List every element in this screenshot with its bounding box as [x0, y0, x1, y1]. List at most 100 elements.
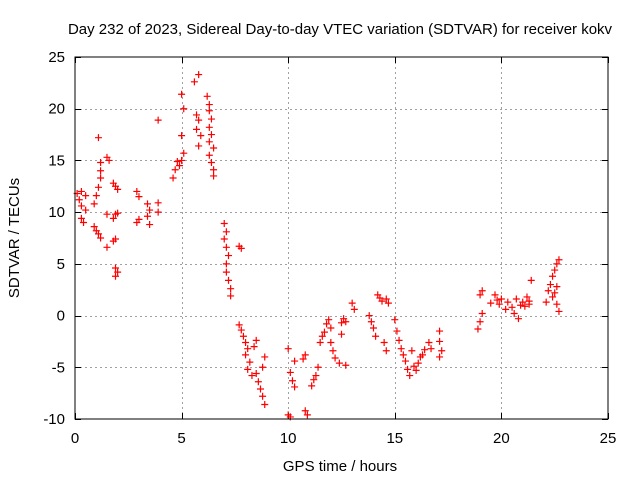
data-point [94, 230, 102, 238]
data-point [299, 355, 307, 363]
data-point [222, 268, 230, 276]
y-tick-label: 0 [57, 308, 65, 325]
data-point [133, 187, 141, 195]
data-point [308, 382, 316, 390]
y-axis-tick-labels: -10 -5 0 5 10 15 20 25 [43, 49, 65, 428]
data-point [286, 368, 294, 376]
data-point [197, 132, 205, 140]
data-point [143, 200, 151, 208]
data-point [551, 289, 559, 297]
data-point [220, 220, 228, 228]
data-point [329, 347, 337, 355]
data-point [310, 376, 318, 384]
data-point [205, 151, 213, 159]
data-point [207, 131, 215, 139]
data-point [303, 411, 311, 419]
x-axis-tick-labels: 0 5 10 15 20 25 [71, 430, 617, 447]
data-point [510, 310, 518, 318]
data-point [291, 357, 299, 365]
data-point [410, 362, 418, 370]
data-point [399, 351, 407, 359]
data-point [97, 174, 105, 182]
data-point [237, 244, 245, 252]
data-point [327, 338, 335, 346]
data-point [338, 330, 345, 338]
data-point [397, 345, 405, 353]
data-point [250, 343, 258, 351]
data-point [210, 172, 218, 180]
data-point [103, 210, 111, 218]
data-point [519, 298, 527, 306]
data-point [254, 378, 262, 386]
data-point [178, 132, 186, 140]
data-point [146, 221, 154, 229]
data-point [193, 111, 201, 119]
y-tick-label: 20 [48, 101, 65, 118]
data-point [502, 305, 510, 313]
data-point [169, 174, 177, 182]
data-point [154, 199, 162, 207]
data-point [225, 252, 233, 260]
data-point [419, 351, 427, 359]
data-point [395, 336, 403, 344]
data-point [180, 149, 188, 157]
y-tick-label: 25 [48, 49, 65, 66]
data-point [525, 300, 533, 308]
data-point [210, 166, 218, 174]
data-point [171, 166, 179, 174]
data-points [73, 71, 563, 421]
data-point [195, 71, 203, 79]
data-point [393, 327, 401, 335]
axis-ticks [75, 57, 609, 420]
data-point [546, 281, 554, 289]
data-point [193, 125, 201, 133]
data-point [112, 272, 120, 280]
data-point [195, 116, 203, 124]
data-point [508, 303, 516, 311]
data-point [476, 318, 484, 326]
data-point [493, 296, 501, 304]
data-point [408, 347, 416, 355]
data-point [312, 372, 320, 380]
data-point [291, 383, 299, 391]
data-point [365, 312, 373, 320]
x-tick-label: 10 [280, 430, 297, 447]
data-point [259, 392, 267, 400]
data-point [252, 336, 260, 344]
x-tick-label: 0 [71, 430, 79, 447]
data-point [173, 157, 181, 165]
data-point [504, 298, 512, 306]
y-tick-label: 10 [48, 204, 65, 221]
data-point [382, 295, 390, 303]
data-point [195, 142, 203, 150]
data-point [491, 291, 499, 299]
data-point [478, 310, 486, 318]
data-point [553, 283, 561, 291]
data-point [180, 105, 188, 113]
data-point [97, 234, 105, 242]
data-point [114, 268, 122, 276]
data-point [227, 285, 235, 293]
data-point [382, 347, 390, 355]
data-point [514, 315, 522, 323]
data-point [77, 202, 85, 210]
data-point [246, 358, 254, 366]
data-point [92, 192, 100, 200]
data-point [314, 363, 322, 371]
data-point [77, 214, 85, 222]
data-point [331, 354, 339, 362]
y-tick-label: 5 [57, 256, 65, 273]
data-point [178, 156, 186, 164]
data-point [527, 276, 535, 284]
data-point [94, 183, 102, 191]
y-tick-label: 15 [48, 152, 65, 169]
data-point [338, 319, 345, 327]
data-point [256, 385, 264, 393]
data-point [261, 401, 269, 409]
data-point [542, 298, 550, 306]
data-point [372, 332, 380, 340]
data-point [288, 377, 296, 385]
data-point [210, 144, 218, 152]
data-point [301, 351, 309, 359]
data-point [378, 297, 386, 305]
